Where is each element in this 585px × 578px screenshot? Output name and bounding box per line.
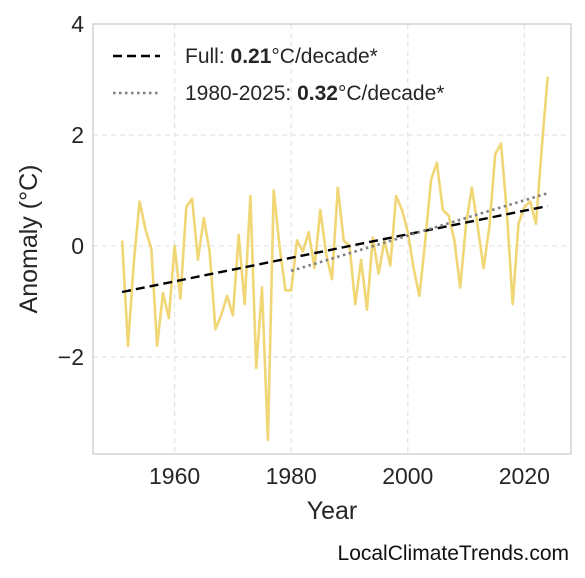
y-tick-label: 0 bbox=[71, 233, 84, 259]
y-tick-label: 4 bbox=[71, 11, 84, 37]
watermark-text: LocalClimateTrends.com bbox=[337, 542, 569, 565]
x-axis-title: Year bbox=[307, 497, 358, 525]
legend-label: 1980-2025: 0.32°C/decade* bbox=[185, 82, 444, 105]
x-tick-label: 1960 bbox=[149, 463, 200, 489]
y-tick-labels: 4 2 0 −2 bbox=[58, 11, 84, 370]
full-trend-line bbox=[121, 204, 548, 294]
legend: Full: 0.21°C/decade* 1980-2025: 0.32°C/de… bbox=[113, 45, 444, 105]
y-tick-label: 2 bbox=[71, 122, 84, 148]
y-tick-label: −2 bbox=[58, 344, 84, 370]
x-tick-label: 2000 bbox=[382, 463, 433, 489]
x-tick-label: 1980 bbox=[266, 463, 317, 489]
legend-label: Full: 0.21°C/decade* bbox=[185, 45, 378, 68]
x-tick-label: 2020 bbox=[499, 463, 550, 489]
plot-frame bbox=[92, 23, 572, 455]
recent-trend-line bbox=[290, 191, 549, 273]
series-layer bbox=[120, 76, 549, 442]
y-axis-title: Anomaly (°C) bbox=[15, 165, 43, 314]
anomaly-series-line bbox=[120, 76, 549, 442]
x-tick-labels: 1960 1980 2000 2020 bbox=[149, 463, 550, 489]
